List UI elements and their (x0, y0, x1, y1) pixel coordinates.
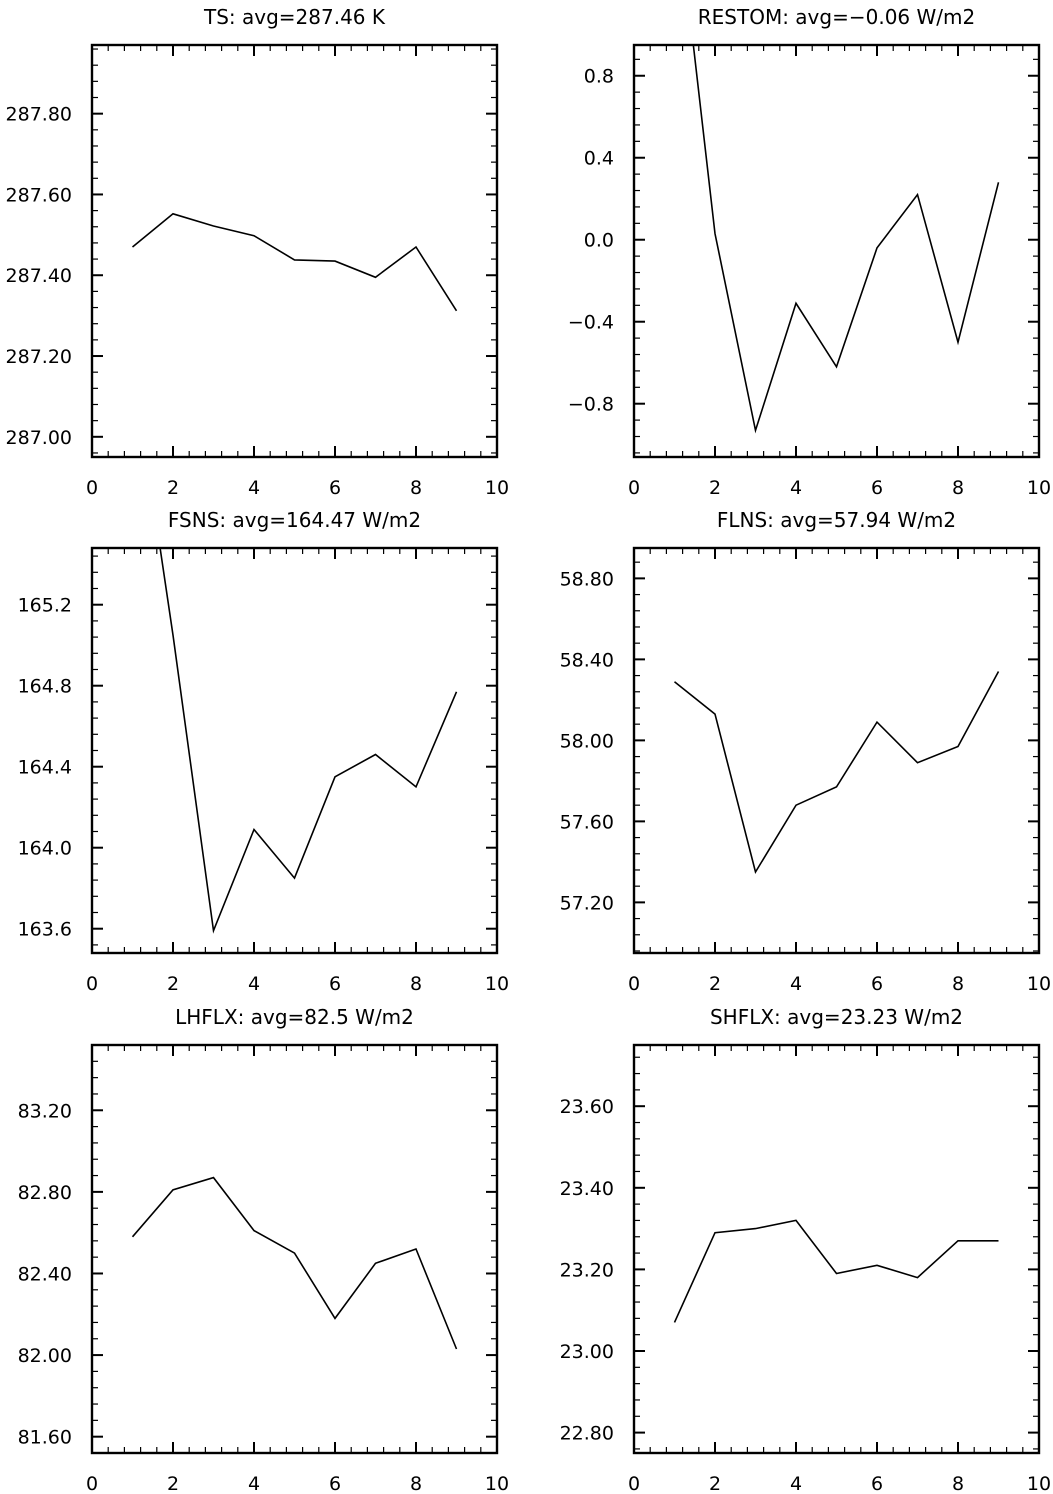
x-tick-label: 6 (329, 973, 341, 995)
x-tick-label: 4 (248, 1473, 260, 1494)
y-tick-label: −0.8 (568, 394, 614, 416)
plot-frame (632, 43, 1041, 459)
y-tick-label: 23.40 (560, 1178, 614, 1200)
x-tick-label: 8 (952, 973, 964, 995)
series-line (159, 548, 458, 934)
chart-title: FSNS: avg=164.47 W/m2 (168, 508, 421, 532)
y-tick-label: 81.60 (18, 1427, 72, 1449)
y-tick-label: 165.2 (18, 595, 72, 617)
x-tick-label: 4 (790, 1473, 802, 1494)
y-tick-label: 0.0 (584, 230, 614, 252)
x-tick-label: 2 (709, 477, 721, 499)
y-tick-label: 83.20 (18, 1100, 72, 1122)
x-tick-label: 4 (790, 477, 802, 499)
plot-frame (90, 546, 499, 955)
y-tick-label: 82.80 (18, 1182, 72, 1204)
x-tick-label: 10 (485, 973, 509, 995)
y-tick-label: 287.00 (6, 427, 72, 449)
y-tick-label: 57.20 (560, 892, 614, 914)
x-tick-label: 10 (1027, 1473, 1051, 1494)
x-tick-label: 4 (248, 477, 260, 499)
x-tick-label: 2 (167, 1473, 179, 1494)
x-tick-label: 2 (167, 477, 179, 499)
y-tick-label: 287.80 (6, 104, 72, 126)
chart-panel-6: SHFLX: avg=23.23 W/m2 0 2 4 6 8 10 22.80 23.00 23… (560, 1005, 1052, 1494)
y-tick-label: 23.00 (560, 1341, 614, 1363)
x-tick-label: 2 (167, 973, 179, 995)
x-tick-label: 0 (628, 477, 640, 499)
y-tick-label: 23.60 (560, 1096, 614, 1118)
chart-title: LHFLX: avg=82.5 W/m2 (175, 1005, 414, 1029)
x-tick-label: 2 (709, 973, 721, 995)
x-tick-label: 6 (871, 477, 883, 499)
chart-panel-2: RESTOM: avg=−0.06 W/m2 0 2 4 6 8 10 −0.8 −0.4 0.0… (568, 5, 1051, 499)
series-line (673, 1219, 999, 1323)
x-tick-label: 10 (485, 1473, 509, 1494)
x-tick-label: 8 (410, 973, 422, 995)
x-tick-label: 10 (1027, 973, 1051, 995)
x-tick-label: 6 (871, 973, 883, 995)
x-tick-label: 4 (248, 973, 260, 995)
chart-panel-3: FSNS: avg=164.47 W/m2 0 2 4 6 8 10 163.6 164.0 16… (18, 508, 510, 995)
x-tick-label: 2 (709, 1473, 721, 1494)
x-tick-label: 8 (952, 477, 964, 499)
series-line (674, 671, 1000, 875)
y-tick-label: 23.20 (560, 1259, 614, 1281)
y-tick-label: 164.4 (18, 757, 72, 779)
y-tick-label: 163.6 (18, 919, 72, 941)
x-tick-label: 4 (790, 973, 802, 995)
x-tick-label: 6 (329, 1473, 341, 1494)
x-tick-label: 10 (1027, 477, 1051, 499)
y-tick-label: 58.40 (560, 649, 614, 671)
x-tick-label: 8 (410, 1473, 422, 1494)
plot-frame (90, 1043, 499, 1455)
y-tick-label: 58.80 (560, 568, 614, 590)
plot-frame (90, 43, 499, 459)
x-tick-label: 6 (329, 477, 341, 499)
series-line (131, 1176, 458, 1350)
plot-frame (632, 1043, 1041, 1455)
y-tick-label: 0.4 (584, 148, 614, 170)
x-tick-label: 0 (86, 1473, 98, 1494)
x-tick-label: 8 (410, 477, 422, 499)
x-tick-label: 0 (628, 973, 640, 995)
y-tick-label: 0.8 (584, 66, 614, 88)
x-tick-label: 0 (86, 477, 98, 499)
y-tick-label: 58.00 (560, 730, 614, 752)
x-tick-label: 10 (485, 477, 509, 499)
y-tick-label: 164.0 (18, 838, 72, 860)
y-tick-label: 287.20 (6, 346, 72, 368)
y-tick-label: 57.60 (560, 811, 614, 833)
chart-panel-4: FLNS: avg=57.94 W/m2 0 2 4 6 8 10 57.20 57.60 58.… (560, 508, 1052, 995)
x-tick-label: 0 (86, 973, 98, 995)
y-tick-label: 164.8 (18, 676, 72, 698)
y-tick-label: 287.60 (6, 184, 72, 206)
chart-title: SHFLX: avg=23.23 W/m2 (710, 1005, 963, 1029)
x-tick-label: 0 (628, 1473, 640, 1494)
y-tick-label: 22.80 (560, 1423, 614, 1445)
chart-panel-1: TS: avg=287.46 K 0 2 4 6 8 10 287.00 287.20 287.4… (6, 5, 510, 499)
chart-title: FLNS: avg=57.94 W/m2 (717, 508, 956, 532)
x-tick-label: 6 (871, 1473, 883, 1494)
x-tick-label: 8 (952, 1473, 964, 1494)
plot-frame (632, 546, 1041, 955)
series-line (692, 45, 1000, 434)
chart-title: TS: avg=287.46 K (203, 5, 386, 29)
y-tick-label: 287.40 (6, 265, 72, 287)
series-line (131, 212, 458, 312)
chart-title: RESTOM: avg=−0.06 W/m2 (698, 5, 975, 29)
chart-panel-5: LHFLX: avg=82.5 W/m2 0 2 4 6 8 10 81.60 82.00 82.… (18, 1005, 510, 1494)
y-tick-label: 82.40 (18, 1263, 72, 1285)
y-tick-label: 82.00 (18, 1345, 72, 1367)
y-tick-label: −0.4 (568, 312, 614, 334)
